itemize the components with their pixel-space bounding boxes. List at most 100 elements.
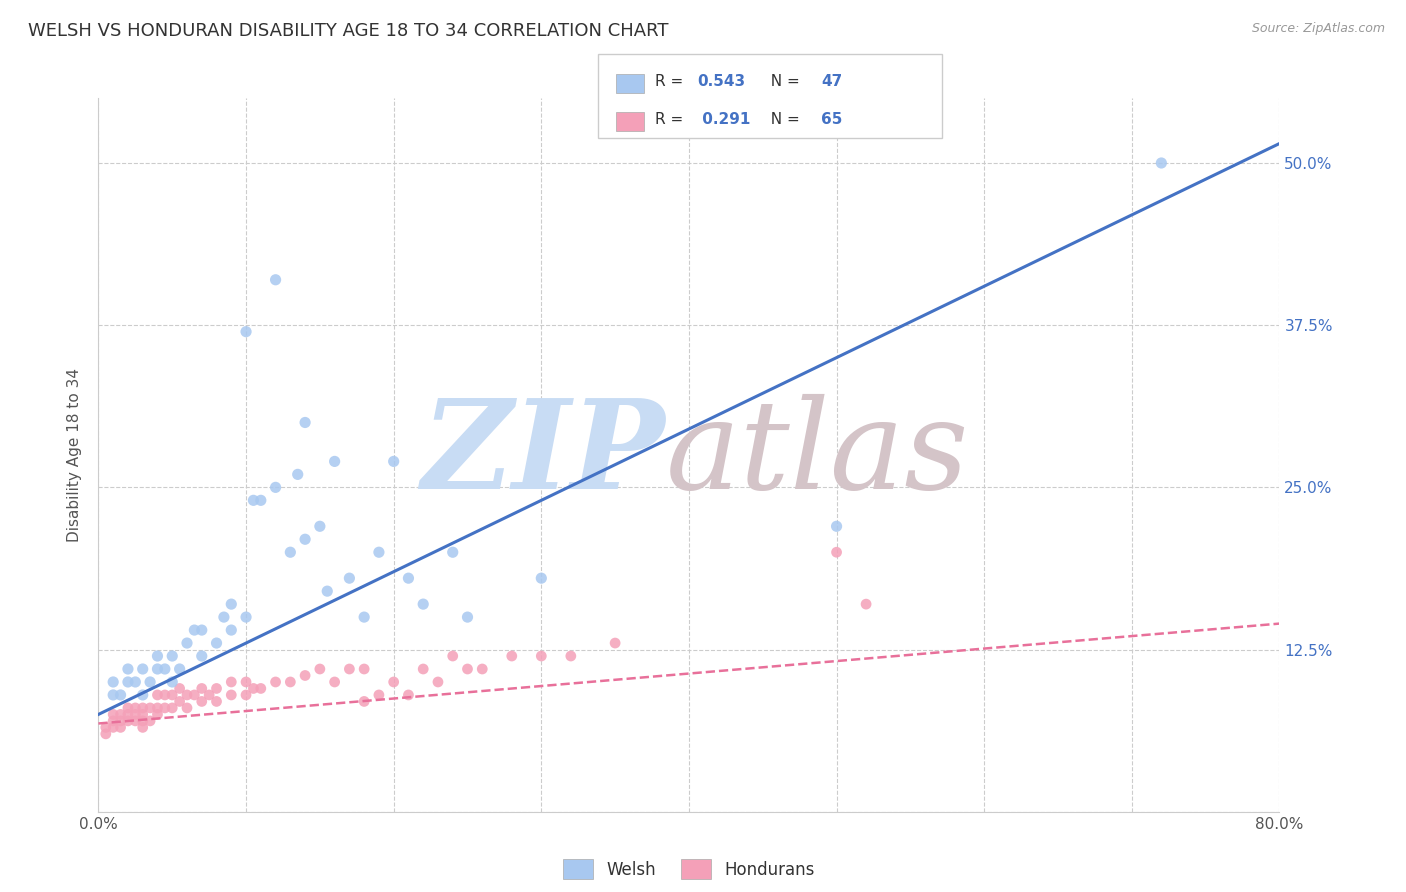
Point (146, 688, 169, 702)
Text: 65: 65 (821, 112, 842, 128)
Point (294, 416, 316, 430)
Point (103, 675, 125, 690)
Point (235, 688, 257, 702)
Point (501, 648, 523, 663)
Point (368, 688, 391, 702)
Text: N =: N = (761, 74, 804, 89)
Point (339, 571, 360, 585)
Point (323, 454, 346, 468)
Point (235, 610, 257, 624)
Point (264, 480, 287, 494)
Point (560, 648, 582, 663)
Point (250, 493, 273, 508)
Point (471, 662, 494, 676)
Point (124, 714, 146, 728)
Point (183, 688, 205, 702)
Point (124, 675, 146, 690)
Point (110, 714, 132, 728)
Point (94, 727, 117, 741)
Point (139, 675, 162, 690)
Point (309, 519, 332, 533)
Point (146, 707, 169, 722)
Point (94, 720, 117, 734)
Point (176, 701, 198, 715)
Text: R =: R = (655, 74, 689, 89)
Point (124, 707, 146, 722)
Point (146, 662, 169, 676)
Y-axis label: Disability Age 18 to 34: Disability Age 18 to 34 (67, 368, 83, 542)
Point (212, 610, 235, 624)
Point (205, 694, 228, 708)
Point (396, 688, 419, 702)
Point (323, 675, 346, 690)
Point (162, 701, 183, 715)
Point (117, 707, 139, 722)
Point (183, 623, 205, 637)
Point (117, 714, 139, 728)
Point (146, 648, 169, 663)
Point (117, 701, 139, 715)
Point (441, 545, 464, 559)
Point (132, 720, 155, 734)
Point (235, 325, 257, 339)
Point (264, 273, 287, 287)
Point (110, 688, 132, 702)
Text: R =: R = (655, 112, 689, 128)
Point (110, 720, 132, 734)
Point (353, 694, 375, 708)
Point (169, 681, 191, 696)
Text: WELSH VS HONDURAN DISABILITY AGE 18 TO 34 CORRELATION CHART: WELSH VS HONDURAN DISABILITY AGE 18 TO 3… (28, 22, 669, 40)
Point (396, 571, 419, 585)
Point (382, 454, 405, 468)
Point (169, 694, 191, 708)
Point (153, 701, 176, 715)
Point (205, 681, 228, 696)
Text: ZIP: ZIP (422, 394, 665, 516)
Point (191, 648, 214, 663)
Point (103, 714, 125, 728)
Point (117, 675, 139, 690)
Point (153, 662, 176, 676)
Point (605, 636, 627, 650)
Point (191, 694, 214, 708)
Point (198, 688, 221, 702)
Point (219, 688, 242, 702)
Point (219, 623, 242, 637)
Point (456, 610, 478, 624)
Point (117, 662, 139, 676)
Point (242, 493, 264, 508)
Point (191, 681, 214, 696)
Point (427, 675, 450, 690)
Point (825, 545, 848, 559)
Point (242, 681, 264, 696)
Point (132, 707, 155, 722)
Point (132, 688, 155, 702)
Point (169, 662, 191, 676)
Point (162, 648, 183, 663)
Point (1150, 156, 1173, 170)
Point (219, 597, 242, 611)
Text: atlas: atlas (665, 394, 969, 516)
Point (353, 662, 375, 676)
Point (110, 707, 132, 722)
Point (250, 681, 273, 696)
Point (124, 701, 146, 715)
Point (278, 545, 302, 559)
Point (382, 675, 405, 690)
Point (162, 688, 183, 702)
Point (176, 688, 198, 702)
Text: N =: N = (761, 112, 804, 128)
Point (264, 675, 287, 690)
Point (412, 597, 434, 611)
Text: 0.543: 0.543 (697, 74, 745, 89)
Point (278, 675, 302, 690)
Point (412, 662, 434, 676)
Point (132, 701, 155, 715)
Point (103, 707, 125, 722)
Point (103, 688, 125, 702)
Point (132, 714, 155, 728)
Point (441, 648, 464, 663)
Point (103, 720, 125, 734)
Point (176, 636, 198, 650)
Text: Source: ZipAtlas.com: Source: ZipAtlas.com (1251, 22, 1385, 36)
